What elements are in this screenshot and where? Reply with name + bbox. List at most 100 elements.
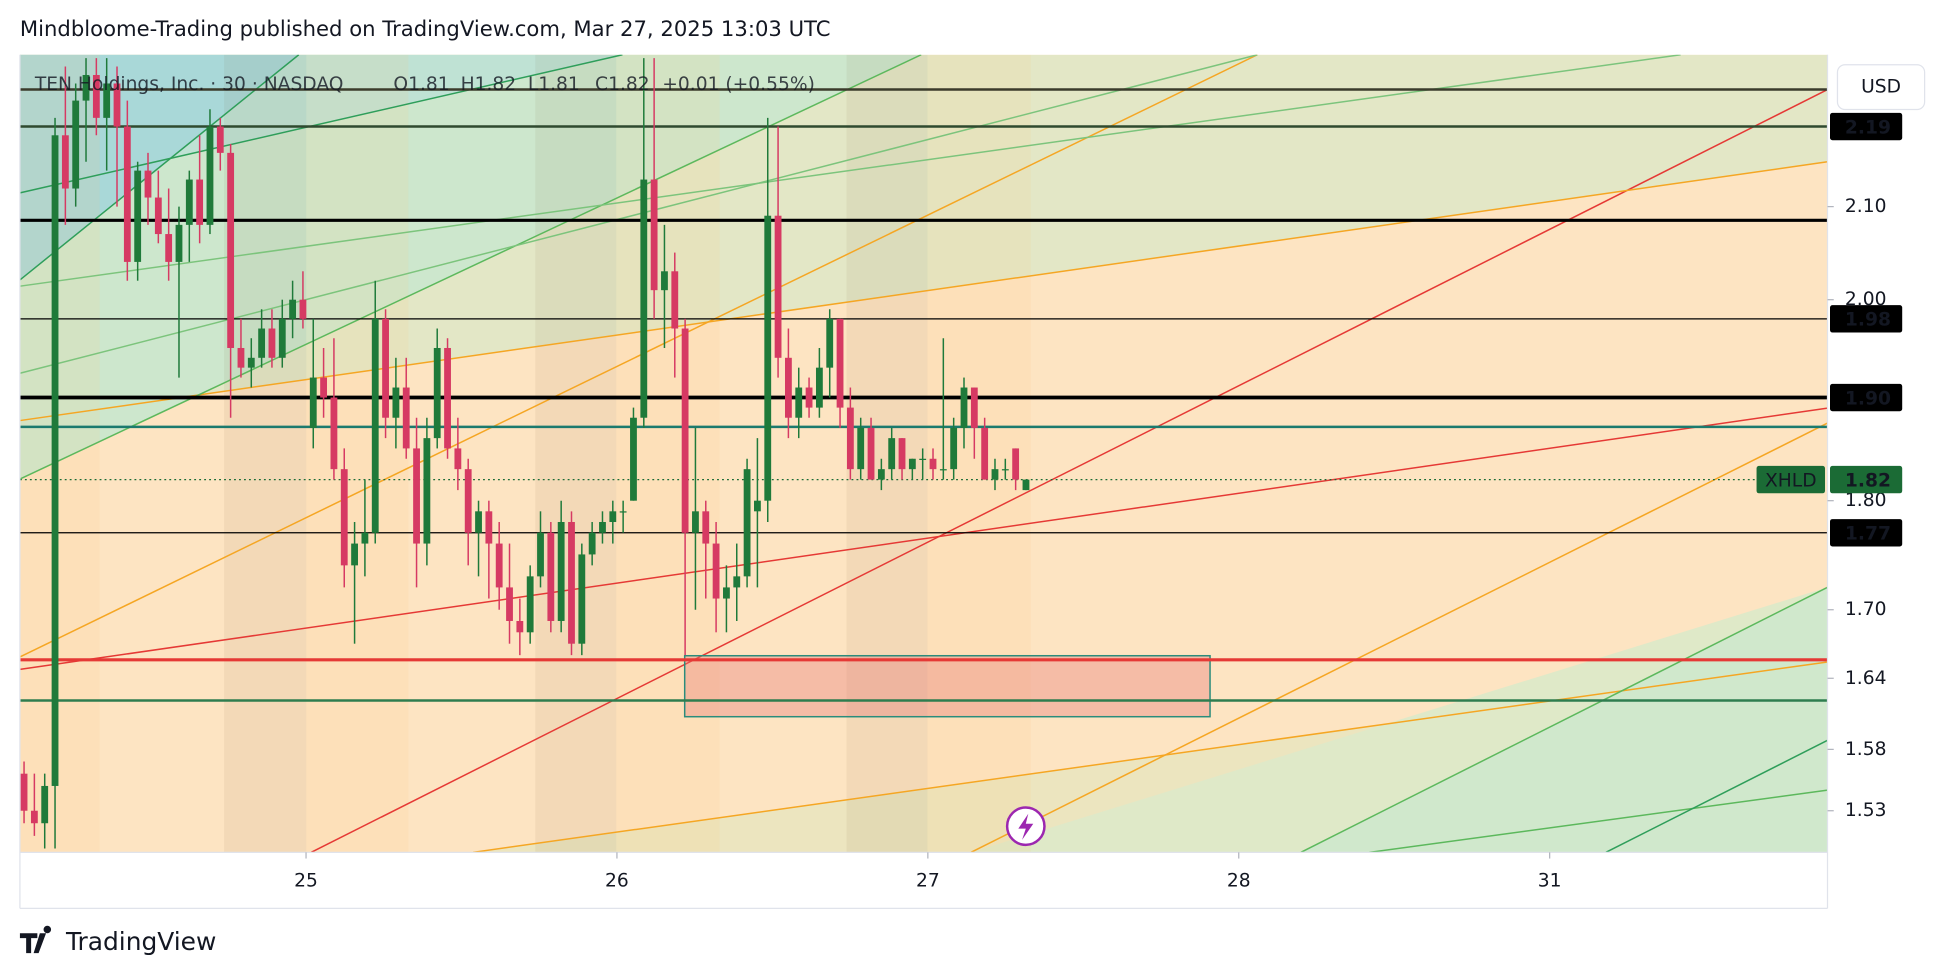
candle-body <box>268 328 276 358</box>
candle-body <box>206 126 214 225</box>
candle-body <box>547 532 555 621</box>
candle-body <box>402 387 410 449</box>
price-label: 2.19 <box>1845 117 1891 138</box>
price-label-box <box>1830 519 1903 547</box>
candle-body <box>103 83 111 118</box>
candle-body <box>650 179 658 291</box>
price-label-box <box>1830 383 1903 412</box>
candle-body <box>92 74 100 118</box>
candle-body <box>289 299 297 319</box>
candle-body <box>970 387 978 428</box>
candle-body <box>413 448 420 544</box>
candle-body <box>423 438 431 544</box>
currency-button[interactable] <box>1836 64 1926 111</box>
candle-body <box>299 299 307 319</box>
trendline <box>19 54 300 281</box>
session-band <box>306 54 409 853</box>
candle-body <box>898 438 906 470</box>
candle-body <box>51 135 59 786</box>
candle-body <box>454 448 462 470</box>
trendline <box>970 422 1828 853</box>
candle-body <box>196 179 204 225</box>
candle-body <box>144 170 152 198</box>
trendline <box>1300 586 1828 853</box>
candle-body <box>495 543 503 588</box>
session-band <box>224 54 307 853</box>
x-tick-label: 26 <box>605 870 629 891</box>
candle-body <box>692 511 699 533</box>
trendline <box>1369 789 1828 853</box>
candle-body <box>805 387 813 408</box>
candle-body <box>681 328 689 533</box>
brand: TradingView <box>65 927 216 956</box>
candle-body <box>537 532 544 577</box>
candle-body <box>371 318 379 533</box>
candle-body <box>671 271 679 329</box>
candle-body <box>113 83 121 127</box>
candle-body <box>278 318 286 358</box>
candle-body <box>867 427 875 480</box>
plot-background <box>19 54 1828 853</box>
trendline <box>19 407 1828 671</box>
candle-body <box>712 543 720 599</box>
candle-body <box>578 554 586 644</box>
legend-value: L1.81 <box>528 74 580 95</box>
candle-body <box>588 532 596 555</box>
candle-body <box>165 234 173 262</box>
trendline <box>472 661 1828 853</box>
trendlines <box>19 54 1828 853</box>
price-label: 1.98 <box>1845 310 1891 331</box>
candle-body <box>929 458 937 470</box>
candle-body <box>1001 469 1009 471</box>
x-tick-label: 31 <box>1538 870 1562 891</box>
candle-body <box>919 458 927 461</box>
candle-body <box>702 511 710 544</box>
candle-body <box>382 318 389 418</box>
symbol-name: TEN Holdings, Inc. · 30 · NASDAQ <box>34 74 344 95</box>
candle-body <box>877 469 885 480</box>
demand-zone <box>683 654 1211 718</box>
price-label-box <box>1830 112 1903 141</box>
candle-body <box>723 587 730 599</box>
candle-body <box>351 543 358 566</box>
candle-body <box>661 271 668 291</box>
trendline <box>19 54 623 194</box>
candle-body <box>444 347 451 449</box>
candle-body <box>185 179 193 225</box>
price-label: 1.77 <box>1845 523 1891 544</box>
candle-body <box>981 427 989 480</box>
candle-body <box>826 318 834 368</box>
candle-body <box>216 126 224 153</box>
levels <box>19 88 1828 702</box>
candle-body <box>506 587 513 621</box>
currency[interactable]: USD <box>1861 77 1901 98</box>
candle-body <box>939 469 947 471</box>
header-title: Mindbloome-Trading published on TradingV… <box>20 16 831 41</box>
candle-body <box>784 357 792 418</box>
candle-body <box>557 522 565 621</box>
candle-body <box>41 785 49 824</box>
candle-body <box>743 469 751 577</box>
y-tick-label: 1.58 <box>1845 739 1887 760</box>
candle-body <box>330 397 338 470</box>
candle-body <box>309 377 317 428</box>
legend-value: H1.82 <box>461 74 517 95</box>
candle-body <box>846 407 854 470</box>
candle-body <box>361 532 369 544</box>
candle-body <box>247 357 255 368</box>
candle-body <box>609 511 617 523</box>
candle-body <box>888 438 896 470</box>
candle-body <box>1012 448 1020 480</box>
event-icon-glyph <box>1018 813 1034 840</box>
last-price-box <box>1830 465 1903 494</box>
candle-body <box>20 773 28 811</box>
candle-body <box>774 215 782 358</box>
trendline <box>19 161 1828 422</box>
candle-body <box>568 522 575 644</box>
candles <box>20 58 1030 849</box>
candle-body <box>485 511 493 544</box>
trendline <box>19 54 1681 287</box>
candle-body <box>516 620 524 633</box>
y-tick-label: 1.80 <box>1845 490 1887 511</box>
